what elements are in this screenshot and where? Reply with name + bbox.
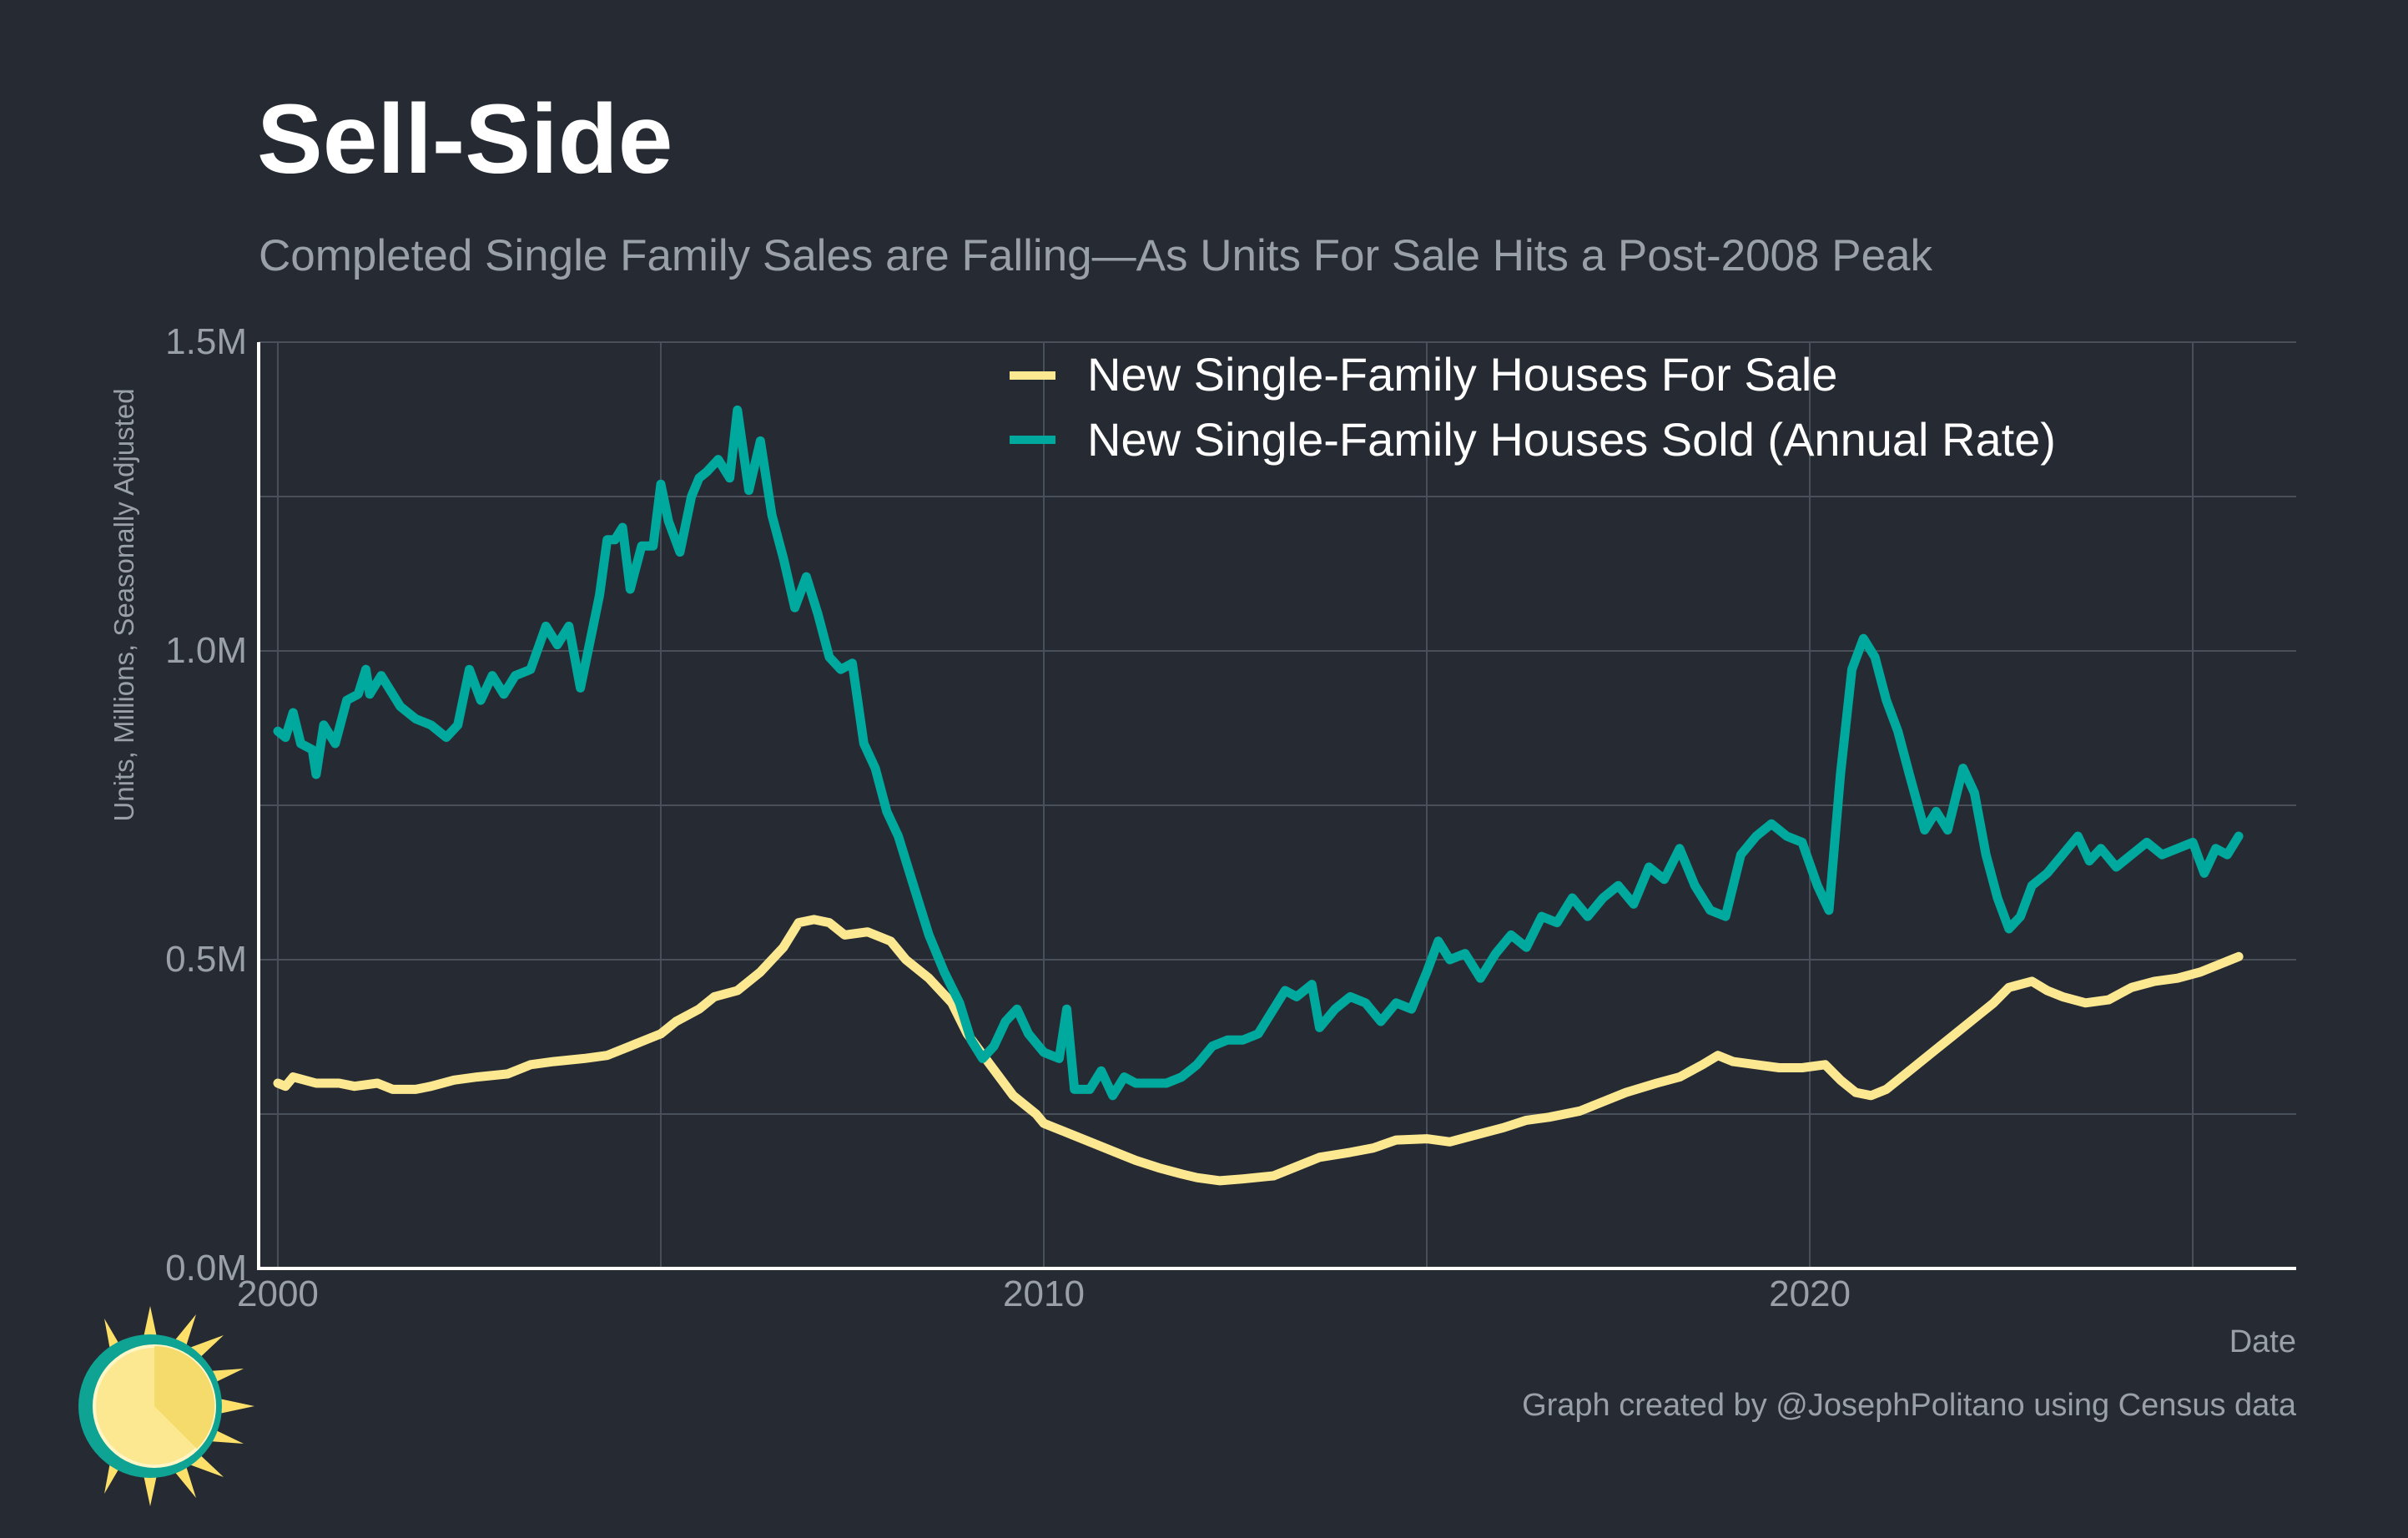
legend-label-sold: New Single-Family Houses Sold (Annual Ra… <box>1087 413 2056 466</box>
sun-shadow-icon <box>154 1345 215 1449</box>
axes <box>257 342 2296 1270</box>
y-tick-label: 0.0M <box>165 1248 247 1288</box>
x-tick-label: 2020 <box>1769 1273 1851 1314</box>
y-tick-label: 1.0M <box>165 630 247 671</box>
tick-labels: 0.0M 0.5M 1.0M 1.5M 2000 2010 2020 <box>165 321 1851 1314</box>
y-tick-label: 1.5M <box>165 321 247 362</box>
grid <box>259 341 2296 1269</box>
y-tick-label: 0.5M <box>165 939 247 980</box>
chart-subtitle: Completed Single Family Sales are Fallin… <box>259 231 1933 280</box>
y-axis-label: Units, Millions, Seasonally Adjusted <box>108 388 139 821</box>
series-line-sold <box>273 405 2244 1101</box>
series-lines <box>273 405 2244 1186</box>
x-axis-label: Date <box>2229 1324 2296 1359</box>
x-tick-label: 2010 <box>1003 1273 1085 1314</box>
legend-label-for-sale: New Single-Family Houses For Sale <box>1087 348 1837 401</box>
chart-title: Sell-Side <box>257 84 673 194</box>
x-tick-label: 2000 <box>237 1273 319 1314</box>
sun-logo <box>78 1306 254 1506</box>
source-caption: Graph created by @JosephPolitano using C… <box>1522 1388 2296 1423</box>
series-line-for-sale <box>273 915 2244 1186</box>
legend: New Single-Family Houses For Sale New Si… <box>1010 348 2056 466</box>
